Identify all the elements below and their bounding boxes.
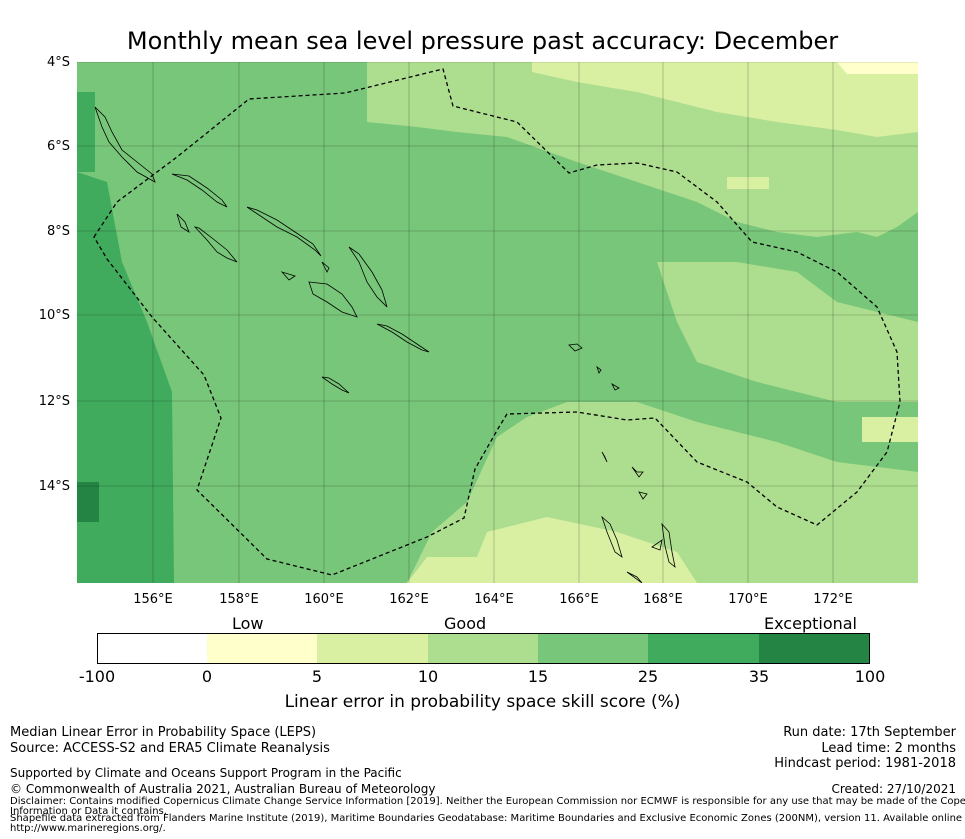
eez-boundary [93,68,901,576]
region-10-15-east [657,262,918,402]
lat-label-14s: 14°S [38,479,70,494]
colorbar-caption: Linear error in probability space skill … [284,692,681,712]
coastlines [94,106,676,583]
lon-label-164e: 164°E [474,592,514,607]
colorbar-segment-25-35 [648,633,759,664]
graticule [77,62,918,583]
lat-label-10s: 10°S [38,308,70,323]
colorbar-tick-5: 5 [311,667,323,686]
footer-copyright: © Commonwealth of Australia 2021, Austra… [10,782,436,796]
lon-label-166e: 166°E [559,592,599,607]
coastline-bougainville [94,106,156,183]
footer-shapefile-line1: Shapefile data extracted from Flanders M… [10,813,965,824]
lead-time: Lead time: 2 months [821,741,956,756]
region-5-10-east [862,417,918,442]
region-0-5-north [837,62,918,74]
colorbar-segment-15-25 [538,633,648,664]
footer-disclaimer-line1: Disclaimer: Contains modified Copernicus… [10,796,965,807]
lon-label-172e: 172°E [813,592,853,607]
footer-supported: Supported by Climate and Oceans Support … [10,766,402,780]
colorbar-segment-neg100-0 [97,633,207,664]
footer-shapefile-line2: http://www.marineregions.org/. [10,823,166,834]
skill-score-map [77,62,918,583]
colorbar-segment-10-15 [428,633,538,664]
colorbar-segment-0-5 [207,633,317,664]
coastline-torres-banks [601,451,648,500]
colorbar-label-good: Good [444,614,487,633]
coastline-makira [376,323,430,353]
region-5-10-north [532,62,918,137]
colorbar-label-low: Low [232,614,264,633]
skill-field [77,62,918,583]
footer-disclaimer-line2: Information or Data it contains. [10,806,167,817]
colorbar-label-exceptional: Exceptional [764,614,857,633]
colorbar [97,633,870,664]
run-date: Run date: 17th September [783,725,956,740]
colorbar-frame [97,633,870,664]
colorbar-tick-25: 25 [637,667,659,686]
created-date: Created: 27/10/2021 [831,782,956,796]
colorbar-segment-35-100 [759,633,870,664]
coastline-vanuatu [601,515,676,583]
lon-label-170e: 170°E [728,592,768,607]
lon-label-160e: 160°E [304,592,344,607]
region-5-10-patch [727,177,769,189]
colorbar-tick-100: 100 [854,667,886,686]
colorbar-tick-0: 0 [201,667,213,686]
footer-leps: Median Linear Error in Probability Space… [10,725,317,740]
coastline-choiseul [171,173,228,208]
coastline-rennell [321,376,350,394]
hindcast-period: Hindcast period: 1981-2018 [774,756,956,771]
coastline-guadalcanal [308,281,358,318]
colorbar-segment-5-10 [317,633,428,664]
lat-label-12s: 12°S [38,394,70,409]
lon-label-168e: 168°E [643,592,683,607]
coastline-new-georgia [176,213,238,263]
colorbar-tick-15: 15 [527,667,549,686]
coastline-santa-isabel [246,206,322,257]
region-5-10-south [407,517,697,583]
lon-label-158e: 158°E [219,592,259,607]
coastline-small-islands [280,261,330,281]
coastline-santa-cruz [568,343,620,391]
region-25-35 [77,92,174,583]
colorbar-tick-neg100: -100 [78,667,116,686]
footer-source: Source: ACCESS-S2 and ERA5 Climate Reana… [10,741,330,756]
colorbar-tick-10: 10 [417,667,439,686]
coastline-malaita [348,246,388,308]
lat-label-8s: 8°S [46,224,70,239]
lon-label-162e: 162°E [389,592,429,607]
lon-label-156e: 156°E [133,592,173,607]
colorbar-tick-35: 35 [748,667,770,686]
region-35-100 [77,482,99,522]
map-title: Monthly mean sea level pressure past acc… [126,27,839,55]
lat-label-6s: 6°S [46,139,70,154]
lat-label-4s: 4°S [46,55,70,70]
